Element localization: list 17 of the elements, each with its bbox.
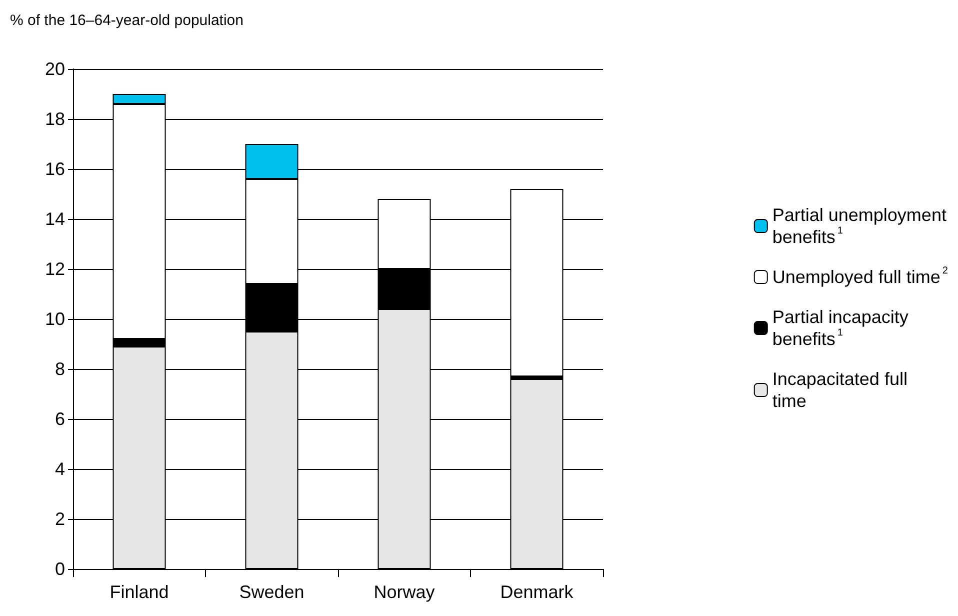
y-tick-label: 2	[54, 509, 65, 529]
y-tick-label: 20	[44, 59, 65, 79]
legend-label: Incapacitated full time	[772, 369, 908, 411]
y-tick-label: 10	[44, 309, 65, 329]
y-axis-title: % of the 16–64-year-old population	[10, 12, 244, 29]
y-tick-label: 4	[54, 459, 65, 479]
x-tick-label: Norway	[374, 582, 435, 602]
y-tick-label: 14	[44, 209, 65, 229]
y-tick-label: 8	[54, 359, 65, 379]
x-tick-label: Denmark	[500, 582, 574, 602]
x-tick-label: Sweden	[239, 582, 304, 602]
y-tick-label: 12	[44, 259, 65, 279]
y-tick-label: 0	[54, 559, 65, 579]
y-tick-label: 6	[54, 409, 65, 429]
y-tick-label: 18	[44, 109, 65, 129]
x-tick-label: Finland	[110, 582, 169, 602]
y-tick-label: 16	[44, 159, 65, 179]
